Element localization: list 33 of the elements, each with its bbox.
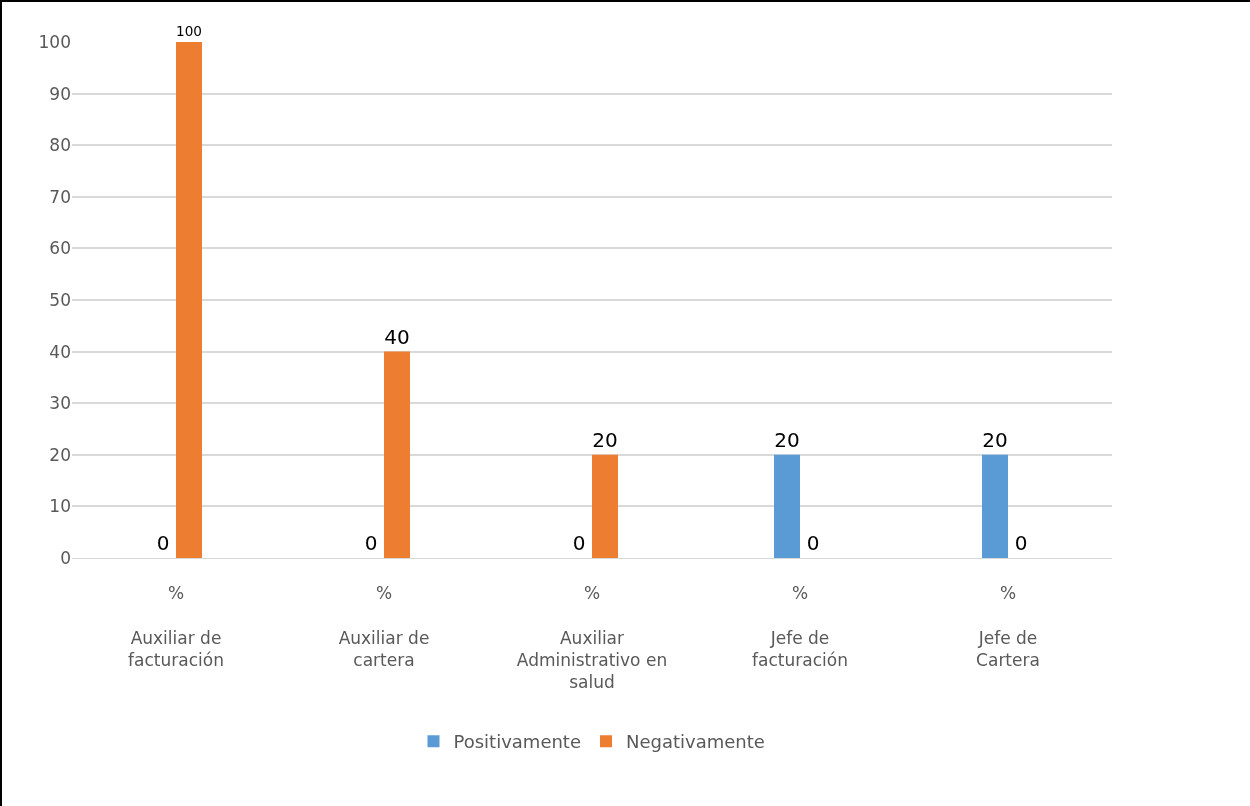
category-label: % Auxiliar de facturación xyxy=(128,583,224,670)
category-label: % Jefe de facturación xyxy=(752,583,848,670)
category-label: % Auxiliar Administrativo en salud xyxy=(516,583,668,692)
y-tick-label: 50 xyxy=(49,289,71,310)
y-tick-label: 40 xyxy=(49,341,71,362)
legend-label: Negativamente xyxy=(626,731,765,753)
data-label: 0 xyxy=(806,531,820,555)
y-tick-label: 10 xyxy=(49,496,71,517)
y-tick-label: 90 xyxy=(49,83,71,104)
legend-label: Positivamente xyxy=(453,731,581,753)
y-tick-label: 0 xyxy=(60,547,71,568)
y-tick-label: 80 xyxy=(49,135,71,156)
data-label: 100 xyxy=(176,22,202,39)
data-label: 20 xyxy=(774,427,800,452)
data-label: 0 xyxy=(364,531,378,555)
data-label: 0 xyxy=(572,531,586,555)
data-label: 20 xyxy=(592,427,618,452)
bar xyxy=(774,454,800,558)
data-label: 40 xyxy=(384,324,410,349)
bar xyxy=(384,351,410,558)
bar xyxy=(592,454,618,558)
data-label: 0 xyxy=(156,531,170,555)
y-tick-label: 100 xyxy=(38,31,71,52)
y-tick-label: 60 xyxy=(49,238,71,259)
y-tick-label: 70 xyxy=(49,186,71,207)
bar xyxy=(176,42,202,558)
y-tick-label: 30 xyxy=(49,393,71,414)
data-label: 20 xyxy=(982,427,1008,452)
category-label: % Auxiliar de cartera xyxy=(338,583,430,670)
y-tick-label: 20 xyxy=(49,444,71,465)
category-label: % Jefe de Cartera xyxy=(976,583,1040,670)
data-label: 0 xyxy=(1014,531,1028,555)
bar xyxy=(982,454,1008,558)
